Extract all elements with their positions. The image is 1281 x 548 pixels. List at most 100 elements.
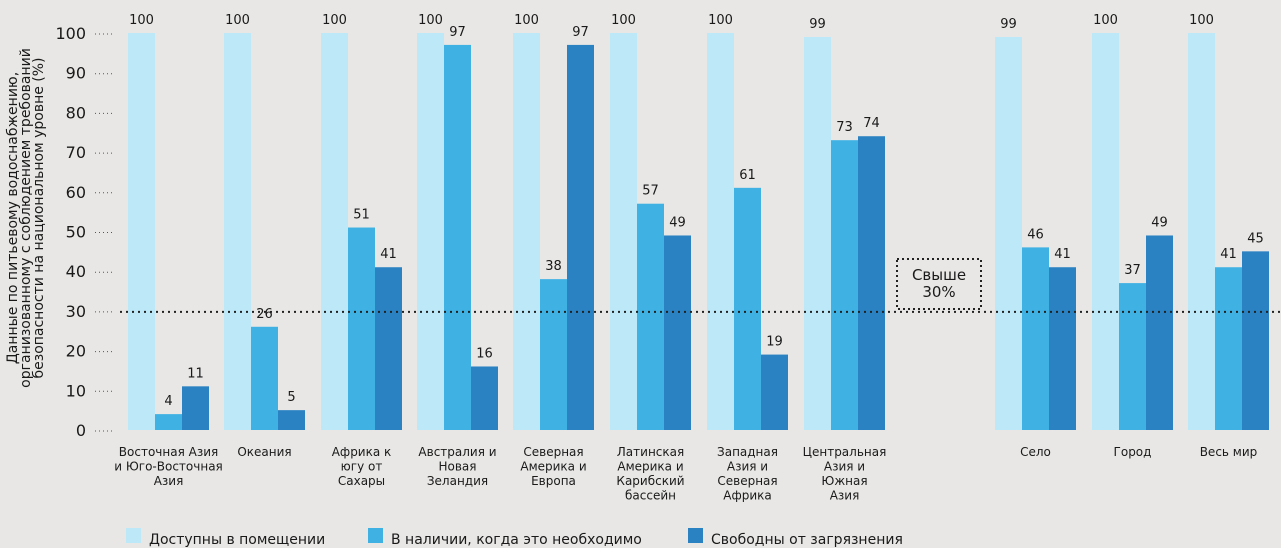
bars: [128, 33, 1269, 430]
y-tick-label: 0: [76, 421, 86, 440]
category-label: и Юго-Восточная: [114, 460, 223, 474]
value-label: 74: [863, 116, 880, 131]
value-label: 49: [1151, 215, 1168, 230]
y-tick-label: 60: [66, 183, 86, 202]
value-label: 57: [642, 184, 659, 199]
y-axis-title-line: организованному с соблюдением требований: [18, 48, 34, 388]
reference-label: Свыше: [912, 266, 966, 284]
bar: [1092, 33, 1119, 430]
value-labels: 100 100 100 100 100 100 100 99 99 100 100 4 26 51 97 38…: [129, 13, 1264, 409]
reference-label: 30%: [922, 283, 955, 301]
value-label: 11: [187, 366, 204, 381]
value-label: 16: [476, 346, 493, 361]
y-axis: 0 10 20 30 40 50 60 70 80 90 100: [55, 24, 113, 440]
value-label: 26: [256, 307, 273, 322]
value-label: 38: [545, 259, 562, 274]
bar: [128, 33, 155, 430]
bar: [321, 33, 348, 430]
bar: [1146, 235, 1173, 430]
category-label: бассейн: [625, 489, 676, 503]
reference-label-box: [896, 258, 982, 310]
y-tick-label: 80: [66, 103, 86, 122]
legend-swatch: [126, 528, 141, 543]
category-label: Азия: [830, 489, 860, 503]
value-label: 41: [380, 247, 397, 262]
value-label: 37: [1124, 263, 1141, 278]
category-label: Азия: [154, 474, 184, 488]
value-label: 5: [287, 390, 295, 405]
category-label: Западная: [717, 445, 778, 459]
y-tick-label: 40: [66, 262, 86, 281]
category-label: Восточная Азия: [119, 445, 218, 459]
bar: [1022, 247, 1049, 430]
value-label: 100: [1093, 13, 1118, 28]
category-label: Африка к: [332, 445, 392, 459]
category-label: Америка и: [617, 460, 683, 474]
value-label: 100: [708, 13, 733, 28]
value-label: 97: [572, 25, 589, 40]
value-label: 4: [164, 394, 172, 409]
bar: [734, 187, 761, 430]
value-label: 100: [225, 13, 250, 28]
value-label: 73: [836, 120, 853, 135]
bar: [1119, 283, 1146, 430]
bar: [664, 235, 691, 430]
category-label: Центральная: [803, 445, 887, 459]
category-label: Америка и: [520, 460, 586, 474]
category-label: Карибский: [616, 474, 684, 488]
bar: [637, 203, 664, 430]
y-tick-label: 20: [66, 342, 86, 361]
value-label: 51: [353, 208, 370, 223]
value-label: 19: [766, 335, 783, 350]
legend-label: Свободны от загрязнения: [711, 532, 903, 548]
bar: [182, 386, 209, 430]
bar: [858, 136, 885, 430]
bar: [348, 227, 375, 430]
legend: Доступны в помещении В наличии, когда это…: [126, 528, 903, 548]
category-label: Южная: [821, 474, 867, 488]
bar: [417, 33, 444, 430]
y-tick-label: 70: [66, 143, 86, 162]
category-label: Северная: [717, 474, 777, 488]
value-label: 61: [739, 168, 756, 183]
bar: [610, 33, 637, 430]
legend-swatch: [368, 528, 383, 543]
bar: [375, 267, 402, 430]
value-label: 100: [129, 13, 154, 28]
bar: [471, 366, 498, 430]
bar: [707, 33, 734, 430]
category-label: югу от: [341, 460, 383, 474]
value-label: 100: [1189, 13, 1214, 28]
bar: [251, 326, 278, 430]
category-label: Северная: [523, 445, 583, 459]
category-label: Зеландия: [427, 474, 488, 488]
bar: [224, 33, 251, 430]
value-label: 41: [1220, 247, 1237, 262]
bar: [761, 354, 788, 430]
bar: [1215, 267, 1242, 430]
value-label: 45: [1247, 231, 1264, 246]
category-label: Латинская: [617, 445, 684, 459]
value-label: 100: [322, 13, 347, 28]
y-axis-title-line: Данные по питьевому водоснабжению,: [5, 72, 21, 364]
value-label: 100: [611, 13, 636, 28]
bar: [804, 36, 831, 430]
y-tick-label: 30: [66, 302, 86, 321]
bar: [567, 44, 594, 430]
bar: [513, 33, 540, 430]
value-label: 49: [669, 215, 686, 230]
category-label: Город: [1114, 445, 1152, 459]
category-label: Весь мир: [1200, 445, 1258, 459]
value-label: 99: [809, 17, 826, 32]
legend-label: Доступны в помещении: [149, 532, 325, 548]
bar: [444, 44, 471, 430]
bar: [540, 279, 567, 430]
category-label: Село: [1020, 445, 1051, 459]
bar: [1242, 251, 1269, 430]
legend-label: В наличии, когда это необходимо: [391, 532, 642, 548]
value-label: 46: [1027, 227, 1044, 242]
category-label: Океания: [237, 445, 291, 459]
